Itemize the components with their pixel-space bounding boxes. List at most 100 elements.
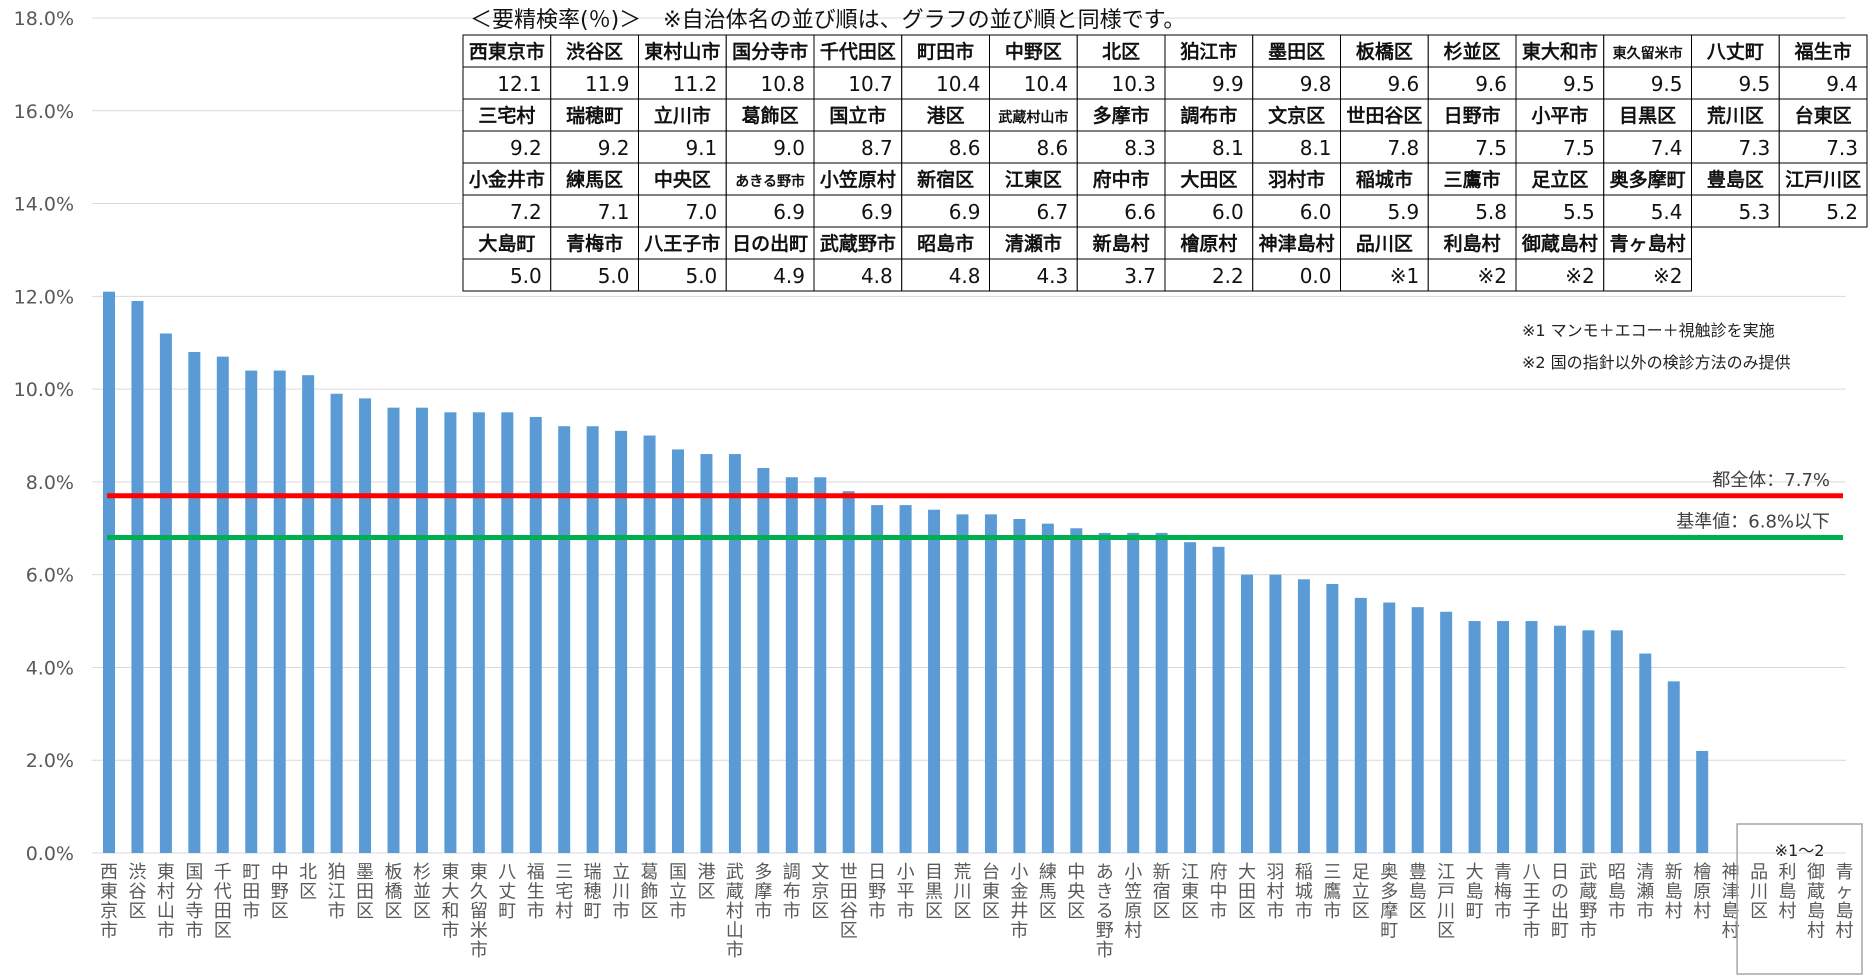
table-name: 東村山市 xyxy=(644,40,720,63)
table-cell xyxy=(989,258,1078,292)
table-cell xyxy=(1076,194,1166,228)
table-cell xyxy=(1603,98,1692,132)
table-name: 杉並区 xyxy=(1444,40,1501,63)
bar xyxy=(216,356,229,853)
x-tick-label: 清瀬市 xyxy=(1636,862,1654,922)
x-tick-label: 青梅市 xyxy=(1494,862,1512,922)
table-name: 小笠原村 xyxy=(820,168,896,191)
bar xyxy=(899,505,912,853)
x-tick-label: 調布市 xyxy=(783,862,801,922)
table-name: 三宅村 xyxy=(478,104,535,127)
table-name: 三鷹市 xyxy=(1444,168,1501,191)
table-name: 江戸川区 xyxy=(1785,169,1861,191)
table-value: 8.1 xyxy=(1300,136,1332,160)
excluded-box-label: ※1～2 xyxy=(1775,841,1825,860)
x-tick-label: 足立区 xyxy=(1352,862,1370,922)
bar xyxy=(984,514,997,853)
table-cell xyxy=(1252,98,1341,132)
table-name: 墨田区 xyxy=(1268,41,1325,63)
x-tick-label: 世田谷区 xyxy=(840,862,858,942)
table-value: 9.9 xyxy=(1212,72,1244,96)
bar xyxy=(1525,621,1538,853)
table-value: ※1 xyxy=(1390,264,1419,288)
bar xyxy=(728,454,741,853)
x-tick-label: 東久留米市 xyxy=(470,862,488,961)
x-tick-label: 品川区 xyxy=(1750,862,1768,922)
bar xyxy=(700,454,713,853)
table-value: 7.4 xyxy=(1651,136,1683,160)
table-name: 調布市 xyxy=(1180,104,1237,127)
table-cell xyxy=(725,162,815,196)
reference-line-label: 基準値：6.8%以下 xyxy=(1676,512,1830,533)
x-tick-label: 練馬区 xyxy=(1039,862,1057,922)
table-cell xyxy=(638,34,727,68)
y-tick-label: 10.0% xyxy=(14,379,74,401)
bar xyxy=(1383,602,1396,853)
table-value: 4.8 xyxy=(861,264,893,288)
bar xyxy=(1155,532,1168,853)
table-cell xyxy=(1778,194,1868,228)
table-cell xyxy=(1340,226,1429,260)
table-cell xyxy=(1427,226,1517,260)
x-tick-label: 三鷹市 xyxy=(1323,862,1341,922)
bar xyxy=(785,477,798,853)
table-value: 6.0 xyxy=(1212,200,1244,224)
table-value: 10.4 xyxy=(1024,72,1069,96)
bar xyxy=(956,514,969,853)
table-name: 八王子市 xyxy=(644,232,720,255)
bar xyxy=(1041,523,1054,853)
table-cell xyxy=(1076,98,1166,132)
table-cell xyxy=(989,66,1078,100)
x-tick-label: 奥多摩町 xyxy=(1380,862,1398,942)
x-tick-label: 武蔵村山市 xyxy=(726,862,744,961)
x-tick-label: 渋谷区 xyxy=(128,862,146,922)
table-value: 7.8 xyxy=(1387,136,1419,160)
table-name: 大田区 xyxy=(1180,168,1237,191)
y-tick-label: 2.0% xyxy=(26,750,74,772)
table-name: 御蔵島村 xyxy=(1521,232,1598,255)
table-cell xyxy=(901,66,990,100)
x-tick-label: 千代田区 xyxy=(214,862,232,942)
bar xyxy=(273,370,286,853)
table-cell xyxy=(813,162,903,196)
table-cell xyxy=(1076,130,1166,164)
table-cell xyxy=(813,66,903,100)
table-cell xyxy=(1252,66,1341,100)
table-name: 利島村 xyxy=(1444,232,1501,255)
table-value: 3.7 xyxy=(1124,264,1156,288)
bar xyxy=(1696,750,1709,853)
table-value: 9.5 xyxy=(1738,72,1770,96)
table-name: 東久留米市 xyxy=(1613,45,1683,62)
x-tick-label: 羽村市 xyxy=(1266,862,1284,922)
table-name: 福生市 xyxy=(1794,40,1852,63)
table-value: 9.2 xyxy=(510,136,542,160)
table-value: 11.9 xyxy=(585,72,630,96)
bar xyxy=(1667,681,1680,853)
bar xyxy=(1639,653,1652,853)
table-name: 港区 xyxy=(927,105,965,127)
table-cell xyxy=(1340,258,1429,292)
table-cell xyxy=(550,98,639,132)
table-cell xyxy=(638,258,727,292)
table-name: 立川市 xyxy=(654,104,711,127)
y-tick-label: 16.0% xyxy=(14,101,74,123)
x-tick-label: 杉並区 xyxy=(413,862,431,922)
bar xyxy=(928,509,941,853)
x-tick-label: 狛江市 xyxy=(328,862,346,922)
table-cell xyxy=(1427,34,1517,68)
table-cell xyxy=(1427,130,1517,164)
table-cell xyxy=(1076,162,1166,196)
table-cell xyxy=(638,194,727,228)
table-cell xyxy=(1164,258,1254,292)
table-name: 千代田区 xyxy=(820,41,896,63)
table-name: 羽村市 xyxy=(1268,168,1325,191)
table-cell xyxy=(550,34,639,68)
table-name: 板橋区 xyxy=(1356,40,1413,63)
table-value: 8.7 xyxy=(861,136,893,160)
x-tick-label: 町田市 xyxy=(242,862,260,922)
table-name: 清瀬市 xyxy=(1005,232,1062,255)
table-name: 武蔵野市 xyxy=(820,232,896,255)
x-tick-label: 中央区 xyxy=(1067,862,1085,922)
table-name: 狛江市 xyxy=(1179,40,1237,63)
table-cell xyxy=(1164,66,1254,100)
